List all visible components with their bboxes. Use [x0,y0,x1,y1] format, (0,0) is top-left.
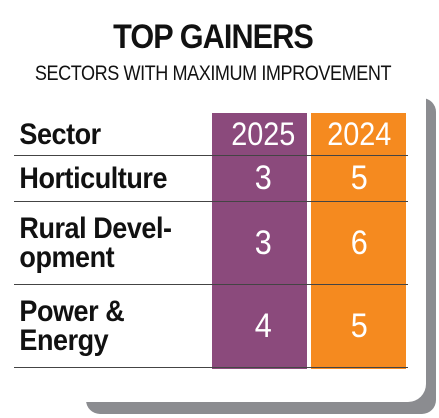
sector-label-line: opment [19,241,115,274]
sector-label: Rural Devel- opment [14,212,195,274]
value-2024: 6 [351,223,369,262]
value-2025: 4 [254,306,272,345]
sector-label-line: Energy [19,324,109,357]
infographic-card: TOP GAINERS SECTORS WITH MAXIMUM IMPROVE… [14,18,408,369]
table-row: Power & Energy 4 5 [14,285,408,368]
header-2024: 2024 [327,115,392,152]
gainers-table: Sector 2025 2024 Horticulture 3 5 Rural … [14,113,408,368]
table-row: Horticulture 3 5 [14,156,408,202]
header-sector: Sector [19,117,101,151]
table-header-row: Sector 2025 2024 [14,113,408,156]
sector-label-line: Horticulture [19,162,168,195]
chart-subtitle: SECTORS WITH MAXIMUM IMPROVEMENT [34,62,392,85]
value-2024: 5 [351,306,369,345]
value-2025: 3 [254,223,272,262]
value-2024: 5 [351,159,369,197]
table-row: Rural Devel- opment 3 6 [14,202,408,285]
header-2025: 2025 [231,115,296,152]
chart-title: TOP GAINERS [113,18,314,56]
sector-label: Power & Energy [14,295,195,357]
sector-label-line: Rural Devel- [19,212,172,245]
sector-label: Horticulture [14,162,195,195]
value-2025: 3 [254,159,272,197]
sector-label-line: Power & [19,295,125,328]
